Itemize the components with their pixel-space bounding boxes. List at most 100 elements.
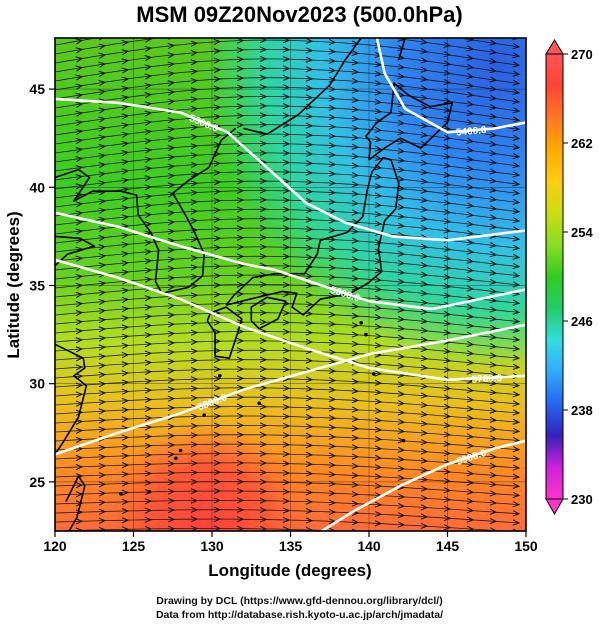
wind-arrow (443, 468, 452, 475)
wind-arrow (420, 327, 429, 334)
wind-arrow (121, 131, 130, 138)
wind-arrow (443, 273, 452, 280)
wind-arrow (236, 281, 245, 288)
wind-arrow (121, 324, 130, 331)
wind-arrow (466, 54, 475, 61)
coastline-segment (398, 38, 406, 60)
wind-arrow (466, 146, 475, 154)
wind-arrow (282, 460, 291, 467)
wind-arrow (305, 131, 314, 139)
wind-arrow (283, 19, 289, 24)
wind-arrow (420, 522, 429, 529)
wind-arrow (329, 537, 335, 542)
wind-arrow (420, 178, 429, 185)
wind-arrow (259, 488, 268, 495)
wind-arrow (190, 329, 199, 336)
wind-arrow (397, 269, 406, 276)
wind-arrow (351, 500, 360, 507)
coastlines (55, 38, 453, 531)
wind-arrow (490, 31, 497, 37)
wind-arrow (489, 186, 498, 193)
wind-arrow (305, 526, 314, 531)
wind-arrow (282, 450, 291, 458)
wind-arrow (76, 20, 83, 26)
wind-arrow (305, 451, 314, 458)
wind-arrow (305, 244, 314, 251)
wind-arrow (190, 143, 199, 150)
wind-arrow (421, 11, 428, 17)
wind-arrow (374, 136, 383, 143)
island (178, 448, 183, 453)
streamline (55, 152, 520, 176)
wind-arrow (282, 281, 291, 288)
wind-arrow (489, 315, 498, 322)
wind-arrow (259, 149, 268, 156)
wind-arrow (121, 76, 130, 83)
wind-arrow (144, 38, 153, 43)
wind-arrow (236, 75, 245, 82)
wind-arrow (259, 366, 268, 373)
wind-arrow (489, 453, 498, 460)
wind-arrow (374, 464, 383, 471)
wind-arrow (259, 121, 268, 128)
wind-arrow (352, 3, 358, 9)
wind-arrow (351, 378, 360, 385)
wind-arrow (121, 443, 130, 450)
wind-arrow (443, 208, 452, 215)
wind-arrow (259, 243, 268, 250)
wind-arrow (328, 490, 337, 497)
wind-arrow (213, 497, 222, 504)
wind-arrow (512, 143, 521, 150)
wind-arrow (282, 187, 291, 194)
wind-arrow (397, 334, 406, 341)
wind-arrow (98, 399, 107, 406)
wind-arrow (512, 171, 521, 178)
wind-arrow (167, 349, 176, 356)
wind-arrow (420, 196, 429, 204)
wind-arrow (98, 490, 107, 497)
coastline-segment (55, 235, 96, 267)
wind-arrow (167, 302, 176, 309)
wind-arrow (351, 265, 360, 272)
wind-arrow (213, 169, 222, 176)
wind-arrow (259, 112, 268, 119)
wind-arrow (190, 171, 199, 178)
wind-arrow (420, 318, 429, 325)
streamline (55, 518, 508, 531)
wind-arrow (351, 284, 360, 291)
streamline (55, 0, 519, 19)
wind-arrow (190, 273, 199, 280)
wind-arrow (305, 442, 314, 449)
streamline (55, 38, 520, 57)
wind-arrow (443, 227, 452, 234)
wind-arrow (190, 460, 199, 467)
wind-arrow (351, 519, 360, 526)
wind-arrow (98, 207, 107, 214)
wind-arrow (512, 253, 521, 260)
wind-arrow (512, 281, 521, 288)
wind-arrow (236, 262, 245, 269)
wind-arrow (98, 499, 107, 506)
wind-arrow (351, 200, 360, 207)
wind-arrow (259, 309, 268, 316)
wind-arrow (351, 246, 360, 254)
wind-arrow (190, 320, 199, 327)
wind-arrow (236, 337, 245, 344)
wind-arrow (466, 303, 475, 311)
wind-arrow (512, 446, 521, 453)
wind-arrow (374, 295, 383, 302)
wind-arrow (397, 418, 406, 425)
wind-arrow (98, 326, 107, 333)
wind-arrow (374, 155, 383, 162)
wind-arrow (489, 333, 498, 341)
wind-arrow (121, 452, 130, 460)
wind-streamlines (55, 0, 521, 550)
wind-arrow (190, 208, 199, 215)
wind-arrow (144, 101, 153, 108)
wind-arrow (145, 545, 151, 550)
wind-arrow (397, 241, 406, 248)
wind-arrow (121, 39, 130, 46)
wind-arrow (489, 508, 498, 515)
wind-arrow (512, 162, 521, 169)
wind-arrow (190, 105, 199, 113)
